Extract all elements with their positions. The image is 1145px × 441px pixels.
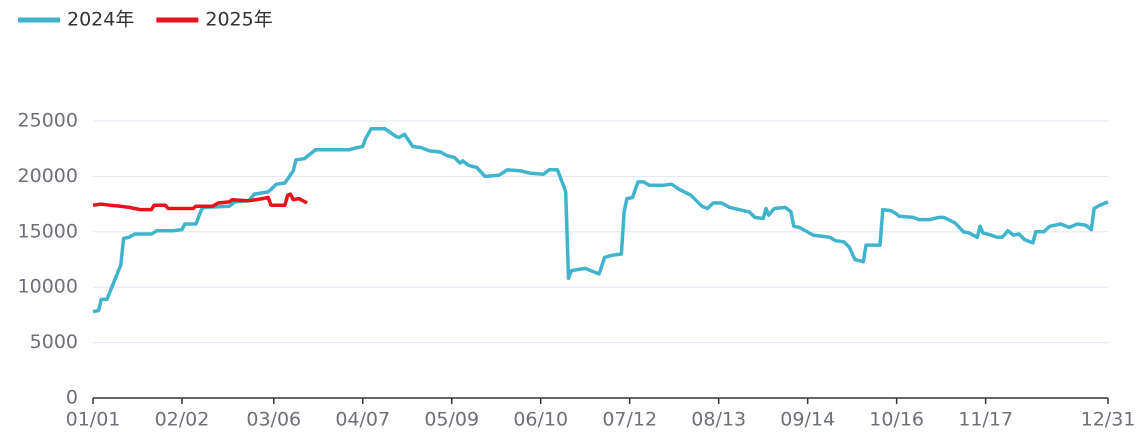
series-line [92, 127, 1109, 314]
y-tick-label: 5000 [30, 331, 78, 353]
x-tick-label: 10/16 [869, 409, 924, 431]
x-tick-label: 08/13 [691, 409, 746, 431]
x-tick-label: 01/01 [66, 409, 121, 431]
legend-label: 2024年 [67, 9, 134, 31]
x-tick-label: 06/10 [513, 409, 568, 431]
y-tick-label: 15000 [18, 220, 78, 242]
x-tick-label: 02/02 [155, 409, 210, 431]
x-tick-label: 05/09 [424, 409, 479, 431]
series-line [92, 192, 308, 212]
y-tick-label: 25000 [18, 110, 78, 132]
x-tick-label: 11/17 [958, 409, 1013, 431]
x-tick-label: 04/07 [335, 409, 390, 431]
legend-label: 2025年 [205, 9, 272, 31]
y-tick-label: 10000 [18, 276, 78, 298]
x-tick-label: 03/06 [246, 409, 301, 431]
y-tick-label: 20000 [18, 165, 78, 187]
x-tick-label: 09/14 [780, 409, 835, 431]
y-tick-label: 0 [66, 387, 78, 409]
x-tick-label: 07/12 [602, 409, 657, 431]
x-tick-label: 12/31 [1081, 409, 1136, 431]
